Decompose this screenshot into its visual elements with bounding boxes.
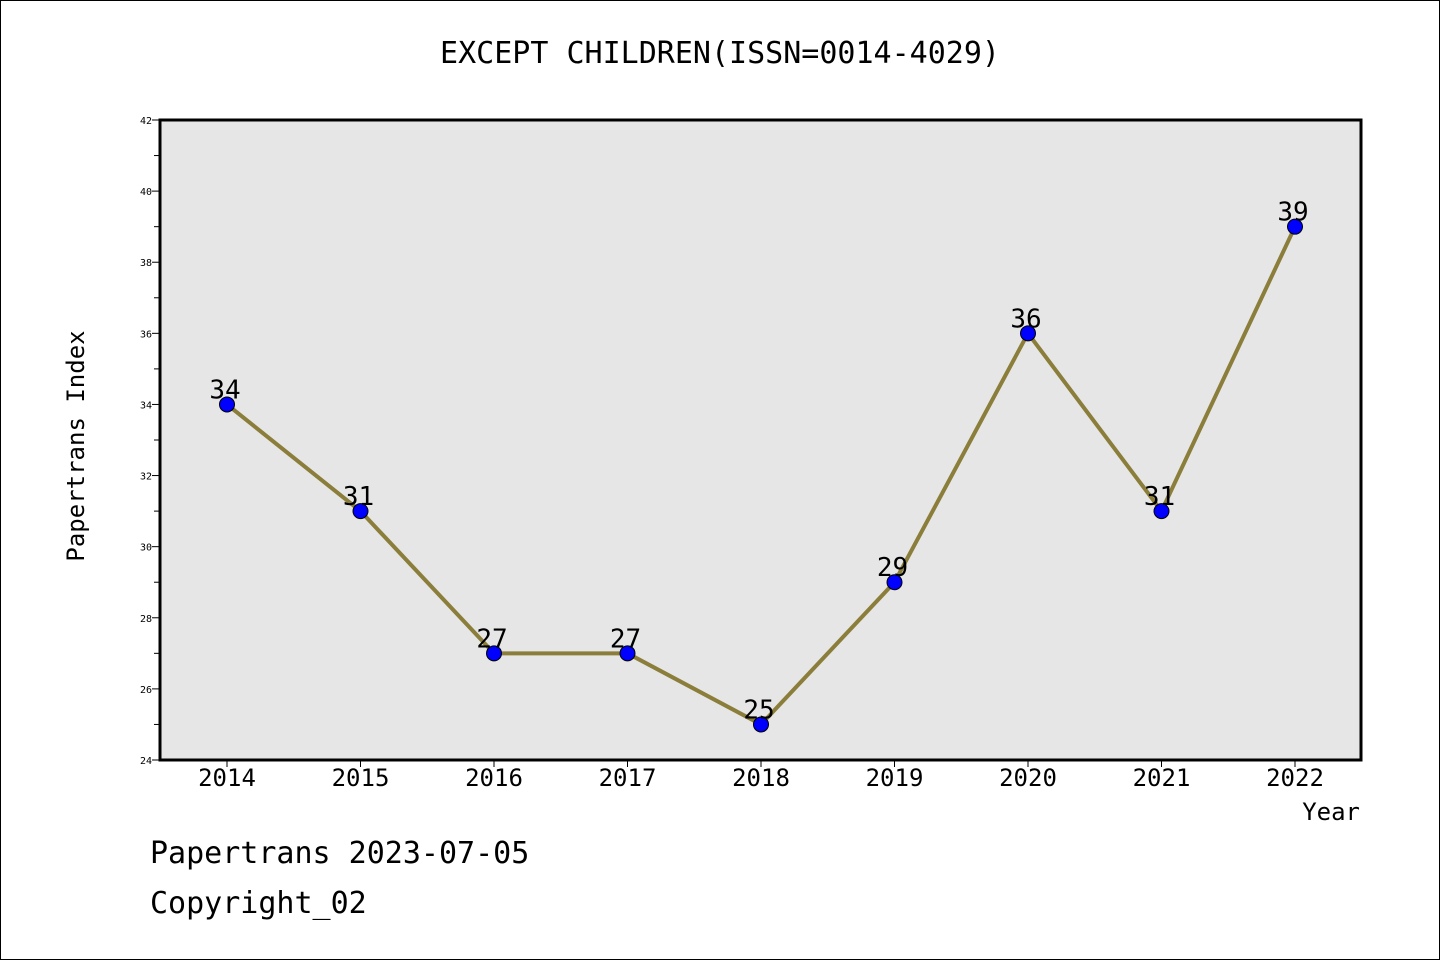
data-point <box>1020 325 1036 342</box>
y-tick-label: 42 <box>140 116 152 127</box>
x-tick-label: 2022 <box>1266 764 1324 792</box>
y-tick-label: 30 <box>140 543 152 554</box>
data-label: 27 <box>610 624 641 654</box>
y-tick-label: 40 <box>140 187 152 198</box>
y-axis-title: Papertrans Index <box>62 330 90 562</box>
data-point <box>886 574 903 591</box>
y-tick-label: 32 <box>140 472 152 483</box>
x-tick-label: 2016 <box>465 764 523 792</box>
data-label: 27 <box>476 624 507 654</box>
data-label: 34 <box>209 375 240 405</box>
plot-area <box>160 120 1361 760</box>
x-tick-label: 2020 <box>999 764 1057 792</box>
x-tick-label: 2017 <box>599 764 657 792</box>
data-label: 29 <box>877 553 908 583</box>
x-tick-label: 2021 <box>1133 764 1191 792</box>
x-axis-title: Year <box>1302 798 1360 826</box>
x-tick-label: 2018 <box>732 764 790 792</box>
x-tick-label: 2019 <box>866 764 924 792</box>
data-point <box>352 503 369 520</box>
data-label: 39 <box>1277 198 1308 228</box>
data-point <box>619 645 636 662</box>
x-tick-label: 2015 <box>332 764 390 792</box>
data-point <box>1287 218 1303 235</box>
footer-copyright: Copyright_02 <box>150 886 367 921</box>
y-tick-label: 34 <box>140 400 152 411</box>
data-point <box>219 396 235 413</box>
y-tick-label: 26 <box>140 685 152 696</box>
y-tick-label: 38 <box>140 258 152 269</box>
x-tick-label: 2014 <box>198 764 256 792</box>
data-point <box>486 645 502 662</box>
y-tick-label: 36 <box>140 329 152 340</box>
plot-border <box>158 118 1363 762</box>
y-tick-label: 24 <box>140 756 152 767</box>
data-point <box>1153 503 1170 520</box>
footer-date: Papertrans 2023-07-05 <box>150 836 530 871</box>
data-label: 36 <box>1010 304 1041 334</box>
data-label: 25 <box>743 695 774 725</box>
data-point <box>753 716 769 733</box>
chart-title: EXCEPT CHILDREN(ISSN=0014-4029) <box>440 36 1000 71</box>
data-label: 31 <box>343 482 374 512</box>
data-label: 31 <box>1144 482 1175 512</box>
y-tick-label: 28 <box>140 614 152 625</box>
